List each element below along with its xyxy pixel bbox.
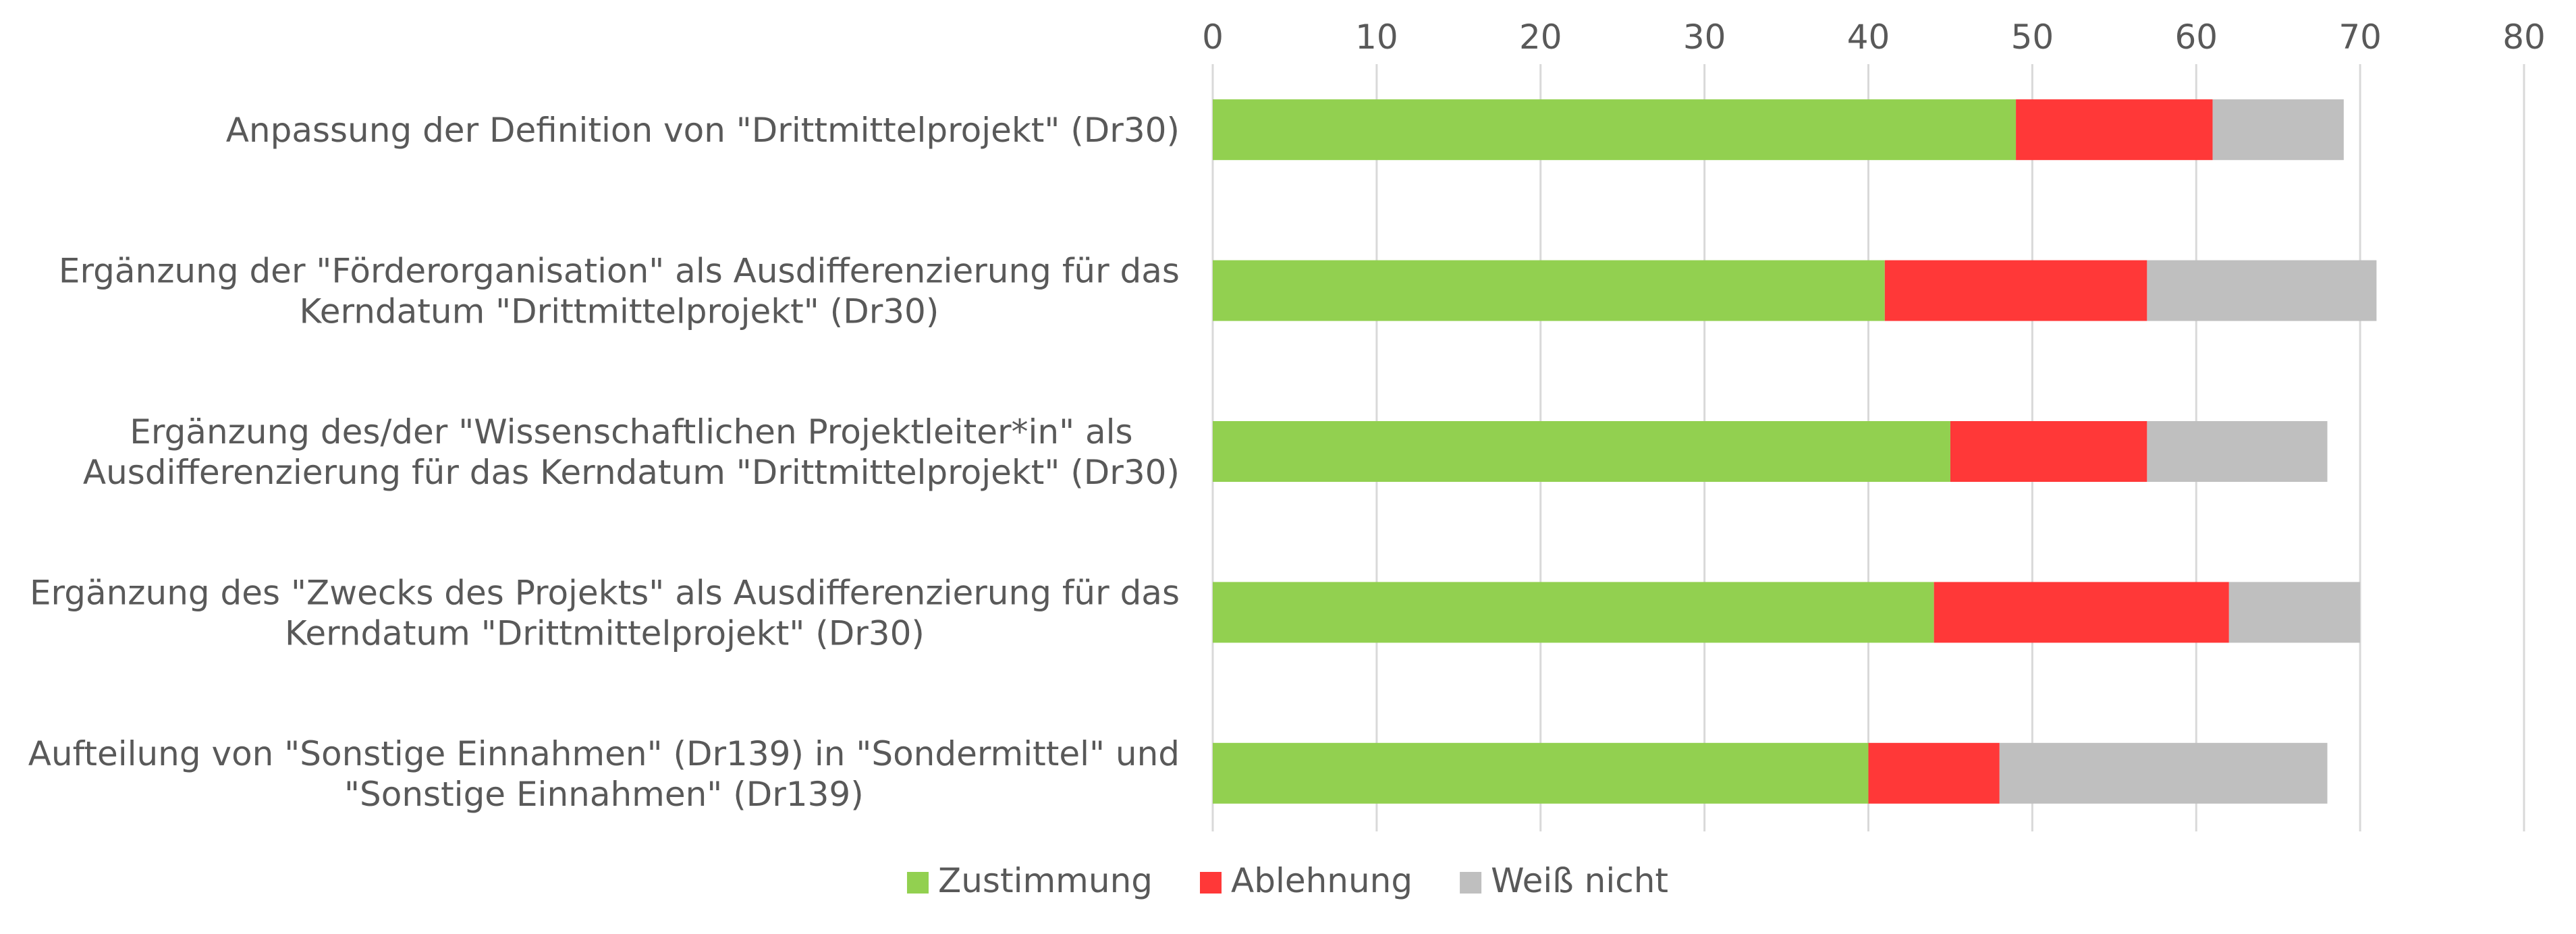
category-label-line: Ergänzung des/der "Wissenschaftlichen Pr… [130,412,1132,451]
x-tick-label: 20 [1519,18,1562,57]
bar-segment [2016,99,2213,161]
bar-segment [1213,260,1885,321]
legend-label: Ablehnung [1231,861,1413,900]
x-tick-label: 70 [2338,18,2382,57]
bar-segment [2147,421,2328,482]
legend-item: Weiß nicht [1460,861,1668,900]
bar-segment [1934,582,2229,643]
bar-segment [1868,742,2000,804]
bar-segment [1884,260,2147,321]
legend: Zustimmung Ablehnung Weiß nicht [906,861,1668,900]
x-tick-label: 40 [1847,18,1890,57]
category-label-line: Kerndatum "Drittmittelprojekt" (Dr30) [299,292,939,331]
category-label: Ergänzung der "Förderorganisation" als A… [59,252,1180,331]
bar-segment [1213,742,1869,804]
x-tick-label: 10 [1355,18,1398,57]
category-axis: Anpassung der Definition von "Drittmitte… [28,111,1180,814]
legend-item: Zustimmung [906,861,1153,900]
legend-swatch [1200,872,1222,894]
category-label-line: Aufteilung von "Sonstige Einnahmen" (Dr1… [28,734,1180,773]
bar-segment [1213,582,1934,643]
category-label-line: Ausdifferenzierung für das Kerndatum "Dr… [83,453,1180,492]
legend-item: Ablehnung [1200,861,1413,900]
category-label: Ergänzung des/der "Wissenschaftlichen Pr… [83,412,1180,492]
category-label-line: Kerndatum "Drittmittelprojekt" (Dr30) [285,613,925,653]
legend-label: Weiß nicht [1491,861,1668,900]
bar-segment [1213,421,1950,482]
category-label: Anpassung der Definition von "Drittmitte… [226,111,1180,150]
x-tick-label: 60 [2174,18,2218,57]
bar-segment [1999,742,2328,804]
legend-swatch [1460,872,1482,894]
category-label-line: Ergänzung der "Förderorganisation" als A… [59,252,1180,291]
category-label-line: Anpassung der Definition von "Drittmitte… [226,111,1180,150]
bar-segment [2228,582,2361,643]
bar-segment [1213,99,2017,161]
category-label-line: "Sonstige Einnahmen" (Dr139) [344,775,864,814]
category-label: Ergänzung des "Zwecks des Projekts" als … [30,573,1180,653]
bar-segment [1950,421,2147,482]
x-tick-label: 80 [2502,18,2546,57]
x-tick-label: 0 [1202,18,1224,57]
bar-segment [2147,260,2377,321]
category-label: Aufteilung von "Sonstige Einnahmen" (Dr1… [28,734,1180,814]
x-axis: 0 10 20 30 40 50 60 70 80 [1202,18,2546,57]
x-tick-label: 30 [1683,18,1726,57]
bars [1213,99,2377,804]
bar-segment [2212,99,2344,161]
x-tick-label: 50 [2011,18,2054,57]
category-label-line: Ergänzung des "Zwecks des Projekts" als … [30,573,1180,612]
legend-label: Zustimmung [938,861,1153,900]
legend-swatch [906,872,929,894]
